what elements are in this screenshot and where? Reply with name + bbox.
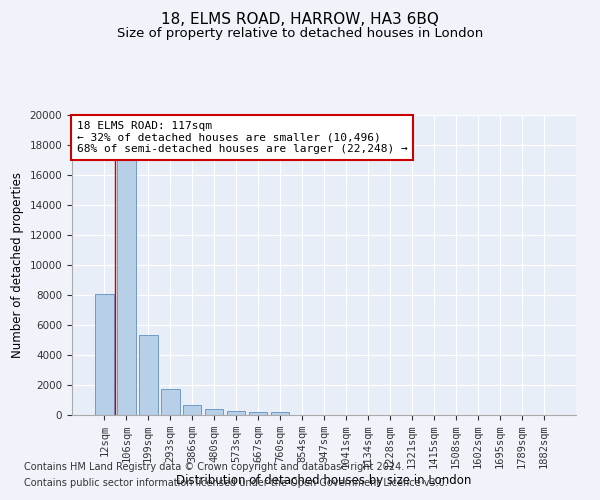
Y-axis label: Number of detached properties: Number of detached properties bbox=[11, 172, 24, 358]
Text: 18, ELMS ROAD, HARROW, HA3 6BQ: 18, ELMS ROAD, HARROW, HA3 6BQ bbox=[161, 12, 439, 28]
Bar bbox=[249, 412, 268, 415]
Text: Contains HM Land Registry data © Crown copyright and database right 2024.: Contains HM Land Registry data © Crown c… bbox=[24, 462, 404, 472]
Text: Contains public sector information licensed under the Open Government Licence v3: Contains public sector information licen… bbox=[24, 478, 448, 488]
Bar bbox=[205, 410, 223, 415]
Bar bbox=[117, 160, 136, 415]
Text: Size of property relative to detached houses in London: Size of property relative to detached ho… bbox=[117, 28, 483, 40]
Bar bbox=[95, 294, 113, 415]
Bar bbox=[161, 389, 179, 415]
X-axis label: Distribution of detached houses by size in London: Distribution of detached houses by size … bbox=[176, 474, 472, 487]
Bar bbox=[271, 412, 289, 415]
Bar bbox=[139, 335, 158, 415]
Bar bbox=[227, 411, 245, 415]
Bar bbox=[183, 405, 202, 415]
Text: 18 ELMS ROAD: 117sqm
← 32% of detached houses are smaller (10,496)
68% of semi-d: 18 ELMS ROAD: 117sqm ← 32% of detached h… bbox=[77, 121, 408, 154]
